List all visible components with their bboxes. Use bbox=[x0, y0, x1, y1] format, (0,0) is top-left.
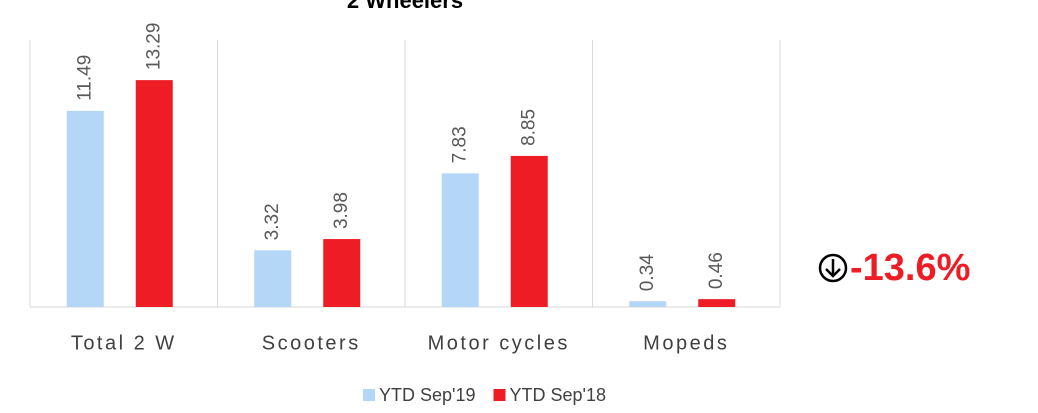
bar bbox=[698, 299, 736, 307]
chart-title: 2 Wheelers bbox=[347, 0, 463, 13]
data-label: 3.32 bbox=[262, 203, 283, 240]
data-label: 13.29 bbox=[143, 23, 164, 71]
legend-swatch bbox=[493, 389, 506, 401]
legend-label: YTD Sep'19 bbox=[379, 385, 476, 405]
bar bbox=[629, 301, 667, 307]
bar bbox=[323, 239, 361, 307]
x-tick-label: Motor cycles bbox=[428, 332, 570, 354]
bar bbox=[510, 155, 548, 307]
annotation: -13.6% bbox=[850, 247, 970, 289]
data-label: 0.46 bbox=[706, 252, 727, 289]
x-tick-label: Mopeds bbox=[643, 332, 729, 354]
legend-swatch bbox=[363, 389, 375, 401]
annotation-icon bbox=[818, 253, 848, 283]
data-label: 7.83 bbox=[449, 126, 470, 163]
data-label: 3.98 bbox=[331, 192, 352, 229]
x-tick-label: Scooters bbox=[262, 332, 361, 354]
legend-label: YTD Sep'18 bbox=[510, 385, 607, 405]
data-label: 8.85 bbox=[518, 109, 539, 146]
bar bbox=[135, 80, 173, 307]
data-label: 11.49 bbox=[74, 55, 95, 101]
bar bbox=[66, 110, 104, 307]
x-tick-label: Total 2 W bbox=[71, 332, 177, 354]
bar bbox=[254, 250, 292, 307]
data-label: 0.34 bbox=[637, 254, 658, 291]
bar bbox=[441, 173, 479, 307]
